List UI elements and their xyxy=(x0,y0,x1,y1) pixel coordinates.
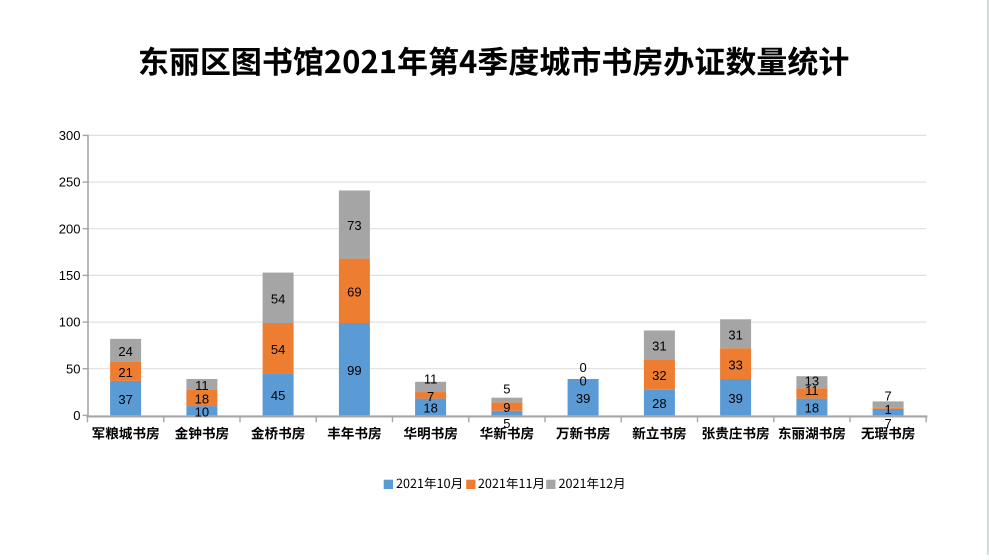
svg-text:7: 7 xyxy=(884,388,891,403)
svg-text:11: 11 xyxy=(805,383,819,398)
svg-text:28: 28 xyxy=(652,396,666,411)
svg-text:31: 31 xyxy=(652,339,666,354)
svg-text:54: 54 xyxy=(271,342,285,357)
svg-text:73: 73 xyxy=(347,218,361,233)
svg-text:0: 0 xyxy=(579,360,586,375)
svg-text:24: 24 xyxy=(118,344,132,359)
svg-text:0: 0 xyxy=(73,408,80,423)
svg-text:18: 18 xyxy=(805,401,819,416)
svg-text:7: 7 xyxy=(427,389,434,404)
svg-text:13: 13 xyxy=(805,374,819,389)
svg-text:31: 31 xyxy=(728,327,742,342)
svg-text:7: 7 xyxy=(884,416,891,431)
svg-text:1: 1 xyxy=(884,402,891,417)
svg-text:5: 5 xyxy=(503,382,510,397)
svg-text:150: 150 xyxy=(59,268,81,283)
svg-text:200: 200 xyxy=(59,221,81,236)
svg-text:10: 10 xyxy=(195,404,209,419)
svg-text:39: 39 xyxy=(576,391,590,406)
svg-text:21: 21 xyxy=(118,365,132,380)
svg-text:45: 45 xyxy=(271,388,285,403)
svg-text:250: 250 xyxy=(59,175,81,190)
svg-text:11: 11 xyxy=(195,378,209,393)
svg-text:37: 37 xyxy=(118,392,132,407)
svg-text:0: 0 xyxy=(579,373,586,388)
svg-text:100: 100 xyxy=(59,315,81,330)
svg-text:69: 69 xyxy=(347,285,361,300)
svg-text:9: 9 xyxy=(503,400,510,415)
svg-text:5: 5 xyxy=(503,416,510,431)
svg-text:33: 33 xyxy=(728,357,742,372)
svg-text:300: 300 xyxy=(59,128,81,143)
svg-text:32: 32 xyxy=(652,368,666,383)
svg-text:39: 39 xyxy=(728,391,742,406)
svg-text:54: 54 xyxy=(271,292,285,307)
svg-text:11: 11 xyxy=(424,372,438,387)
svg-text:99: 99 xyxy=(347,363,361,378)
svg-text:18: 18 xyxy=(423,401,437,416)
svg-text:50: 50 xyxy=(66,361,80,376)
svg-text:18: 18 xyxy=(195,391,209,406)
